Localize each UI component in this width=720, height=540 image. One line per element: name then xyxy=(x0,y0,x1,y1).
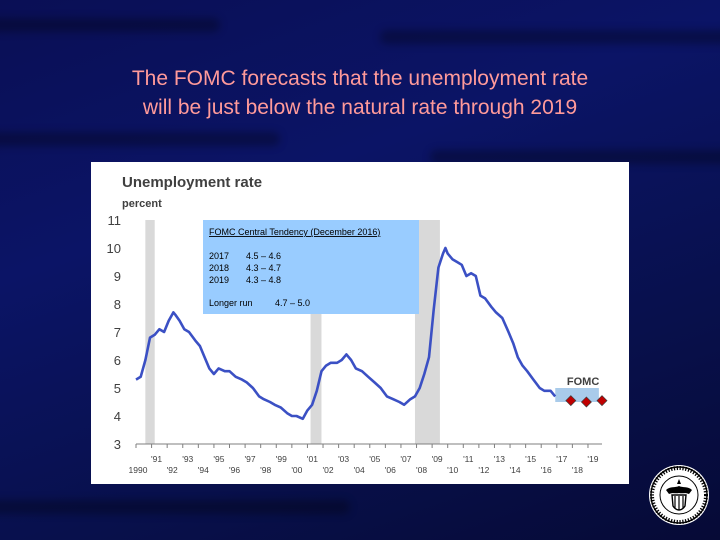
central-tendency-value-2018: 4.3 – 4.7 xyxy=(246,263,281,273)
recession-bar-1 xyxy=(310,220,322,444)
longer-run-label: Longer run xyxy=(209,298,253,308)
x-tick-label-2002: '02 xyxy=(322,465,333,475)
x-tick-label-2012: '12 xyxy=(478,465,489,475)
x-tick-label-1993: '93 xyxy=(182,454,193,464)
federal-reserve-seal-icon xyxy=(649,465,709,525)
forecast-band: FOMC xyxy=(555,376,599,402)
y-tick-label-10: 10 xyxy=(107,241,121,256)
slide-title-line-1: The FOMC forecasts that the unemployment… xyxy=(131,67,589,90)
x-tick-label-2003: '03 xyxy=(338,454,349,464)
slide-title: The FOMC forecasts that the unemployment… xyxy=(40,64,680,122)
recession-bar-2 xyxy=(414,220,440,444)
central-tendency-box-bg xyxy=(203,220,419,314)
x-tick-label-2007: '07 xyxy=(400,454,411,464)
x-tick-label-2016: '16 xyxy=(541,465,552,475)
y-axis-ticks: 3 4 5 6 7 8 9 10 11 xyxy=(107,213,121,452)
forecast-band-rect xyxy=(555,388,599,402)
chart-title: Unemployment rate xyxy=(122,174,262,191)
x-tick-label-1996: '96 xyxy=(229,465,240,475)
x-tick-label-1992: '92 xyxy=(167,465,178,475)
unemployment-rate-line xyxy=(135,246,557,421)
x-tick-label-2009: '09 xyxy=(432,454,443,464)
x-tick-label-2018: '18 xyxy=(572,465,583,475)
y-tick-label-4: 4 xyxy=(114,409,121,424)
longer-run-value: 4.7 – 5.0 xyxy=(275,298,310,308)
x-tick-label-2011: '11 xyxy=(463,454,474,464)
x-tick-label-2014: '14 xyxy=(510,465,521,475)
x-tick-label-1998: '98 xyxy=(260,465,271,475)
slide-title-line-2: will be just below the natural rate thro… xyxy=(142,96,578,119)
x-tick-label-2000: '00 xyxy=(291,465,302,475)
y-tick-label-8: 8 xyxy=(114,297,121,312)
forecast-band-label: FOMC xyxy=(567,376,599,388)
y-tick-label-11: 11 xyxy=(108,213,122,228)
y-tick-label-5: 5 xyxy=(114,381,121,396)
x-tick-label-2005: '05 xyxy=(369,454,380,464)
x-tick-label-1991: '91 xyxy=(151,454,162,464)
x-tick-label-2015: '15 xyxy=(525,454,536,464)
forecast-marker-1 xyxy=(580,396,592,408)
x-tick-label-1995: '95 xyxy=(213,454,224,464)
x-tick-label-2008: '08 xyxy=(416,465,427,475)
forecast-markers xyxy=(565,395,608,408)
x-tick-label-2019: '19 xyxy=(587,454,598,464)
central-tendency-value-2019: 4.3 – 4.8 xyxy=(246,275,281,285)
y-tick-label-7: 7 xyxy=(114,325,121,340)
y-tick-label-6: 6 xyxy=(114,353,121,368)
forecast-marker-0 xyxy=(565,395,577,407)
y-tick-label-9: 9 xyxy=(114,269,121,284)
chart-panel: Unemployment rate percent FOMC 3 4 5 6 7 8 9 10… xyxy=(91,162,629,484)
forecast-marker-2 xyxy=(596,395,608,407)
x-tick-label-2013: '13 xyxy=(494,454,505,464)
x-tick-label-1997: '97 xyxy=(245,454,256,464)
x-tick-label-2017: '17 xyxy=(556,454,567,464)
central-tendency-year-2017: 2017 xyxy=(209,251,229,261)
recession-bar-0 xyxy=(145,220,155,444)
y-tick-label-3: 3 xyxy=(114,437,121,452)
x-tick-label-2001: '01 xyxy=(307,454,318,464)
central-tendency-title: FOMC Central Tendency (December 2016) xyxy=(209,227,380,237)
central-tendency-year-2019: 2019 xyxy=(209,275,229,285)
unemployment-chart: Unemployment rate percent FOMC 3 4 5 6 7 8 9 10… xyxy=(107,174,608,475)
x-tick-label-1999: '99 xyxy=(276,454,287,464)
x-tick-label-2010: '10 xyxy=(447,465,458,475)
x-tick-label-1990: 1990 xyxy=(129,465,148,475)
x-tick-label-2006: '06 xyxy=(385,465,396,475)
x-axis-ticks: 1990'91 '92 '93 '94 '95 '96 '97 '98 '99 '00 '01 '02… xyxy=(129,444,599,475)
y-axis-label: percent xyxy=(122,198,162,210)
x-tick-label-2004: '04 xyxy=(354,465,365,475)
central-tendency-year-2018: 2018 xyxy=(209,263,229,273)
central-tendency-box: FOMC Central Tendency (December 2016) 20… xyxy=(203,220,419,314)
x-tick-label-1994: '94 xyxy=(198,465,209,475)
recession-shading xyxy=(145,220,440,444)
central-tendency-value-2017: 4.5 – 4.6 xyxy=(246,251,281,261)
